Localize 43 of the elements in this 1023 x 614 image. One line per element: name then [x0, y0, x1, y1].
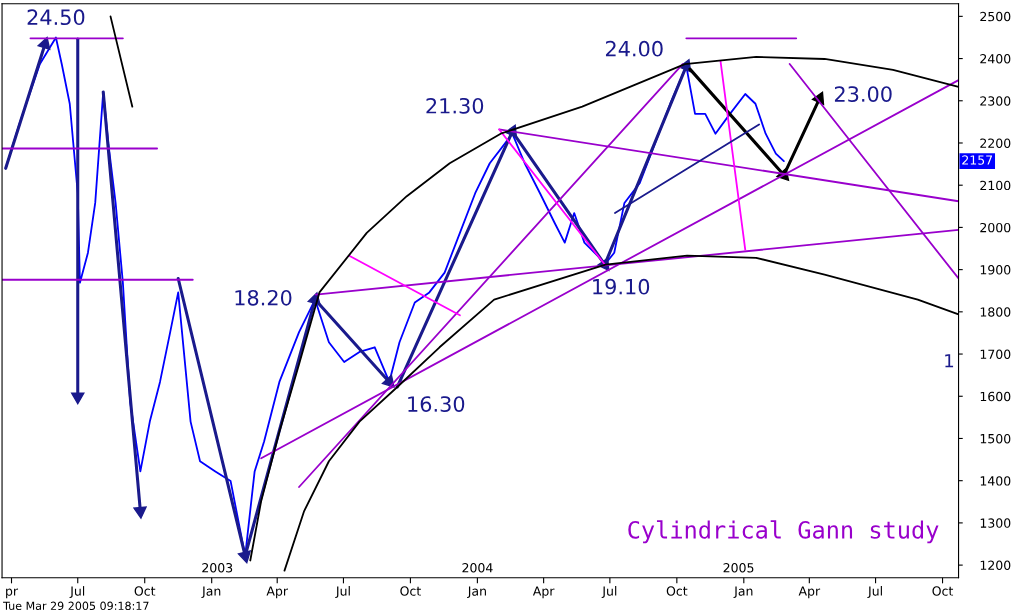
annotation: 24.00: [605, 40, 663, 57]
annotation: 19.10: [593, 278, 650, 295]
x-tick-label: Jul: [601, 586, 617, 599]
y-tick-label: 2400: [980, 54, 1011, 64]
y-tick-label: 1400: [980, 476, 1011, 486]
annotation: 2003: [202, 563, 233, 573]
y-tick-label: 2200: [980, 138, 1011, 148]
x-tick-label: Oct: [400, 586, 421, 596]
x-tick-label: Apr: [532, 586, 555, 599]
x-tick-label: Oct: [932, 586, 954, 596]
annotation: Cylindrical Gann study: [628, 520, 939, 544]
annotation: 2005: [723, 563, 754, 573]
x-tick-label: Jan: [733, 586, 753, 599]
annotation: 24.50: [27, 9, 85, 26]
annotation: 18.20: [235, 289, 292, 306]
x-tick-label: Jul: [335, 586, 350, 599]
x-tick-label: Jan: [201, 586, 221, 599]
y-tick-label: 1500: [980, 433, 1011, 444]
annotation: 23.00: [834, 86, 892, 102]
x-tick-label: Jul: [69, 586, 85, 599]
x-tick-label: Jan: [467, 586, 486, 599]
annotation: 2004: [462, 563, 493, 573]
x-tick-label: Apr: [266, 586, 289, 599]
annotation: 21.30: [426, 97, 484, 114]
annotation: 2157: [962, 155, 993, 165]
y-tick-label: 1200: [980, 560, 1011, 571]
y-tick-label: 2000: [980, 222, 1011, 233]
annotation: 16.30: [408, 396, 465, 412]
y-tick-label: 1900: [980, 265, 1011, 275]
x-tick-label: pr: [6, 588, 19, 599]
y-tick-label: 2300: [980, 96, 1011, 106]
y-tick-label: 1600: [980, 391, 1011, 402]
y-tick-label: 2500: [980, 11, 1011, 22]
x-tick-label: Jul: [867, 586, 882, 599]
text: Tue Mar 29 2005 09:18:17: [3, 601, 149, 611]
y-tick-label: 1300: [980, 518, 1011, 528]
x-tick-label: Apr: [798, 586, 821, 599]
y-tick-label: 1800: [980, 307, 1011, 317]
annotation: 1: [945, 354, 954, 368]
y-tick-label: 2100: [980, 180, 1011, 191]
x-tick-label: Oct: [666, 586, 688, 596]
x-tick-label: Oct: [134, 586, 156, 596]
y-tick-label: 1700: [980, 349, 1011, 359]
